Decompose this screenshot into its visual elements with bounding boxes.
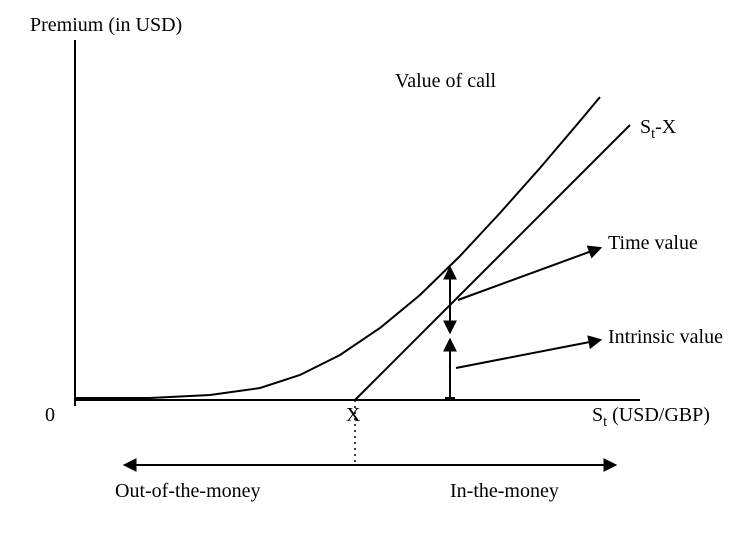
- y-axis-title: Premium (in USD): [30, 14, 182, 36]
- x-axis-title: St (USD/GBP): [592, 404, 710, 431]
- itm-label: In-the-money: [450, 480, 559, 502]
- strike-label: X: [346, 404, 360, 426]
- chart-container: Premium (in USD) Value of call St-X Time…: [0, 0, 750, 536]
- time-value-leader: [458, 248, 600, 300]
- time-value-label: Time value: [608, 232, 698, 254]
- call-value-curve: [75, 97, 600, 398]
- intrinsic-payoff-line: [355, 125, 630, 400]
- intrinsic-value-label: Intrinsic value: [608, 326, 723, 348]
- origin-label: 0: [45, 404, 55, 426]
- otm-label: Out-of-the-money: [115, 480, 261, 502]
- call-curve-label: Value of call: [395, 70, 496, 92]
- intrinsic-value-leader: [456, 340, 600, 368]
- diagram-svg: [0, 0, 750, 536]
- payoff-line-label: St-X: [640, 116, 676, 143]
